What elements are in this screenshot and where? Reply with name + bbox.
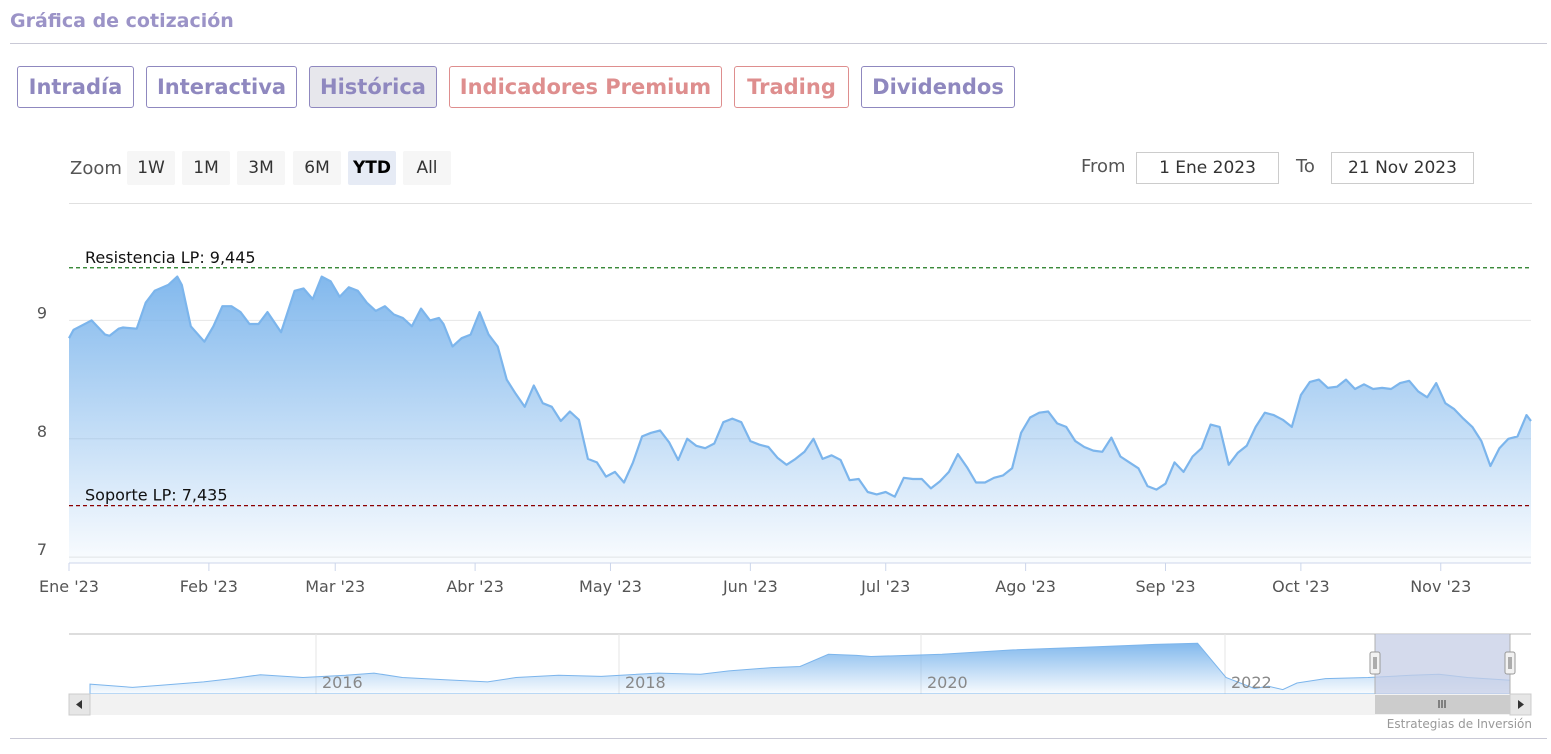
navigator-tick-label: 2016: [322, 673, 363, 692]
tab-indicadores-premium[interactable]: Indicadores Premium: [449, 66, 722, 108]
scroll-right-arrow-icon: [1518, 700, 1524, 709]
x-tick-label: Jul '23: [860, 577, 910, 596]
price-series: [68, 275, 1532, 563]
zoom-ytd-button[interactable]: YTD: [348, 151, 396, 185]
y-tick-label: 8: [37, 422, 47, 441]
x-tick-label: Feb '23: [180, 577, 238, 596]
x-tick-label: Ago '23: [995, 577, 1056, 596]
scrollbar: [68, 693, 1532, 716]
x-tick-label: May '23: [579, 577, 642, 596]
resistance-label: Resistencia LP: 9,445: [85, 248, 256, 267]
to-label: To: [1296, 156, 1315, 177]
x-tick-label: Jun '23: [722, 577, 778, 596]
navigator-tick-label: 2018: [625, 673, 666, 692]
x-tick-label: Sep '23: [1136, 577, 1196, 596]
navigator-x-axis: 2016 2018 2020 2022: [322, 673, 1272, 692]
tab-dividendos[interactable]: Dividendos: [861, 66, 1015, 108]
x-tick-label: Abr '23: [446, 577, 504, 596]
zoom-6m-button[interactable]: 6M: [293, 151, 341, 185]
x-tick-label: Ene '23: [39, 577, 99, 596]
zoom-3m-button[interactable]: 3M: [237, 151, 285, 185]
navigator-selection-mask[interactable]: [1375, 634, 1510, 694]
plot-lines: Resistencia LP: 9,445 Soporte LP: 7,435: [69, 248, 1531, 507]
title-divider: [10, 43, 1547, 44]
price-area: [69, 276, 1531, 563]
from-label: From: [1081, 156, 1126, 177]
x-tick-label: Oct '23: [1272, 577, 1330, 596]
bottom-divider: [10, 738, 1547, 739]
navigator-handle-right[interactable]: [1504, 651, 1516, 675]
y-tick-label: 9: [37, 303, 47, 322]
to-date-input[interactable]: 21 Nov 2023: [1331, 152, 1474, 184]
navigator-tick-label: 2020: [927, 673, 968, 692]
zoom-1m-button[interactable]: 1M: [182, 151, 230, 185]
zoom-1w-button[interactable]: 1W: [127, 151, 175, 185]
y-axis: 7 8 9: [37, 303, 47, 559]
x-tick-label: Mar '23: [305, 577, 365, 596]
x-axis: Ene '23 Feb '23 Mar '23 Abr '23 May '23 Jun '…: [39, 563, 1471, 596]
range-selector-divider: [69, 203, 1532, 204]
y-tick-label: 7: [37, 540, 47, 559]
navigator-handle-left[interactable]: [1369, 651, 1381, 675]
tab-historica[interactable]: Histórica: [309, 66, 437, 108]
tab-trading[interactable]: Trading: [734, 66, 849, 108]
price-line: [68, 275, 1532, 498]
navigator-tick-label: 2022: [1231, 673, 1272, 692]
zoom-label: Zoom: [70, 158, 122, 179]
tab-intradia[interactable]: Intradía: [17, 66, 134, 108]
zoom-all-button[interactable]: All: [403, 151, 451, 185]
credits-text: Estrategias de Inversión: [1386, 717, 1532, 731]
navigator: 2016 2018 2020 2022: [69, 633, 1531, 695]
scrollbar-grip-icon: [1438, 700, 1446, 708]
x-tick-label: Nov '23: [1410, 577, 1471, 596]
navigator-area: [89, 642, 1511, 695]
scrollbar-track[interactable]: [69, 694, 1531, 715]
support-label: Soporte LP: 7,435: [85, 486, 228, 505]
page-title: Gráfica de cotización: [10, 10, 234, 32]
tab-interactiva[interactable]: Interactiva: [146, 66, 297, 108]
from-date-input[interactable]: 1 Ene 2023: [1136, 152, 1279, 184]
scroll-left-arrow-icon: [76, 700, 82, 709]
